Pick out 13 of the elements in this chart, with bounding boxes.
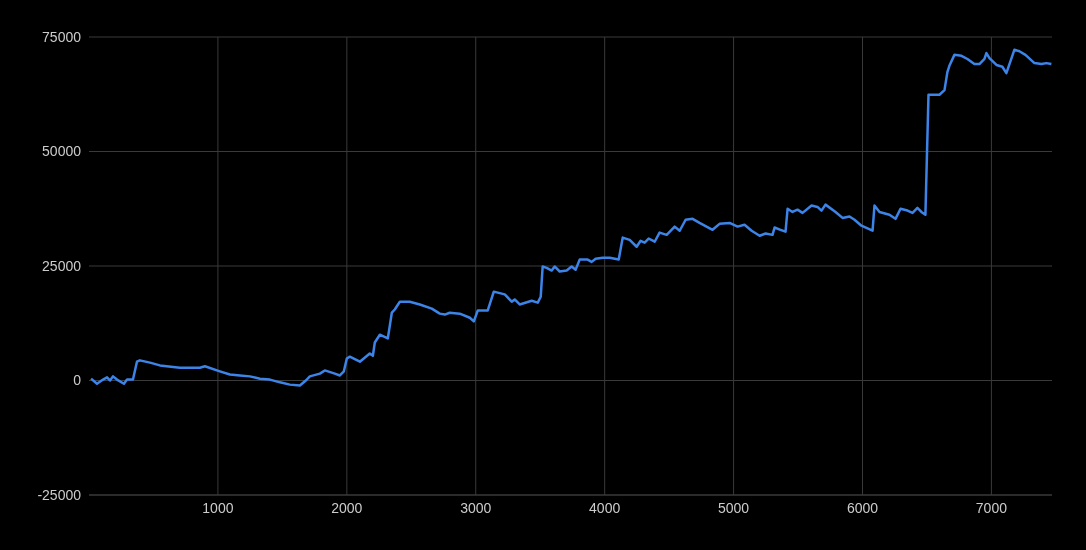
y-tick-label: 25000 bbox=[42, 257, 82, 274]
x-tick-label: 1000 bbox=[202, 499, 234, 516]
x-tick-label: 3000 bbox=[460, 499, 492, 516]
y-tick-label: 75000 bbox=[42, 28, 82, 45]
x-tick-label: 6000 bbox=[846, 499, 879, 516]
line-series bbox=[89, 48, 1052, 387]
y-tick-label: -25000 bbox=[37, 486, 82, 503]
x-tick-label: 2000 bbox=[331, 499, 363, 516]
y-tick-label: 0 bbox=[73, 372, 82, 389]
x-tick-label: 4000 bbox=[589, 499, 621, 516]
x-tick-label: 7000 bbox=[975, 499, 1008, 516]
y-tick-label: 50000 bbox=[42, 143, 82, 160]
x-tick-label: 5000 bbox=[718, 499, 750, 516]
